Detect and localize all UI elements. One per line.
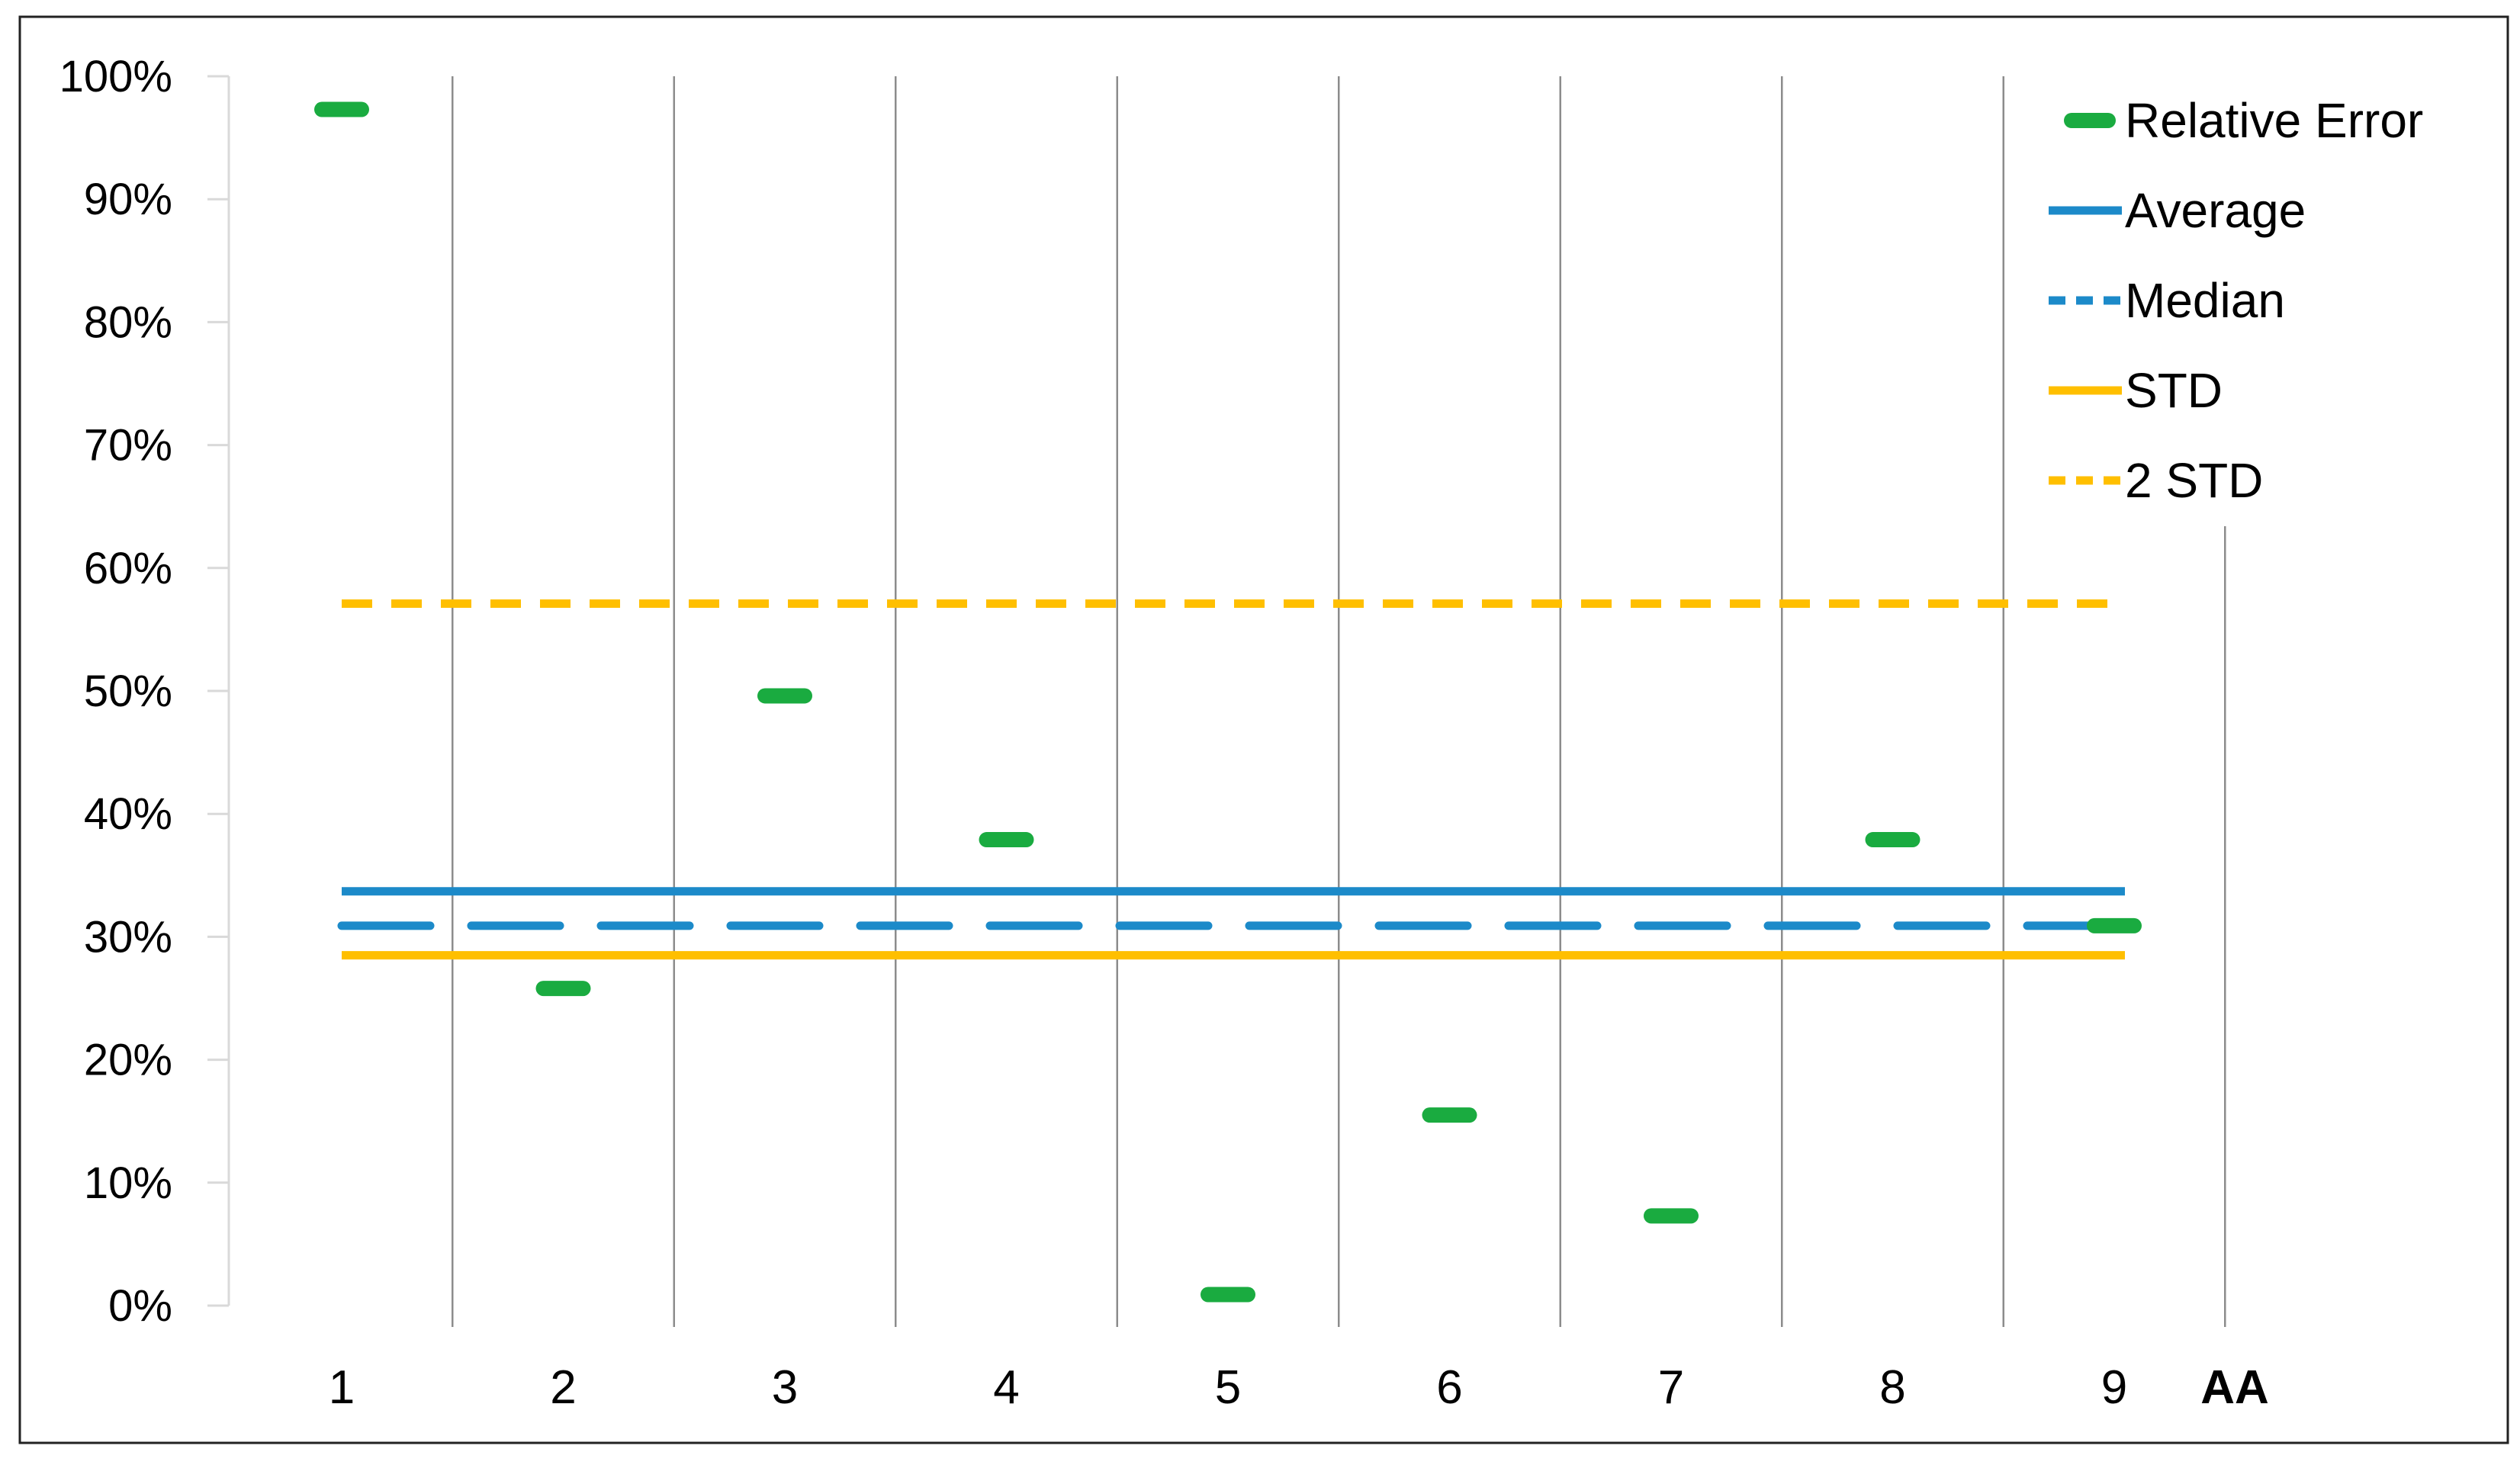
- relative-error-markers: [314, 101, 2142, 1303]
- y-tick-label: 50%: [84, 667, 172, 716]
- y-tick-label: 90%: [84, 175, 172, 224]
- legend-label: Relative Error: [2125, 93, 2423, 148]
- y-tick-label: 30%: [84, 912, 172, 962]
- x-tick-label: 3: [772, 1361, 798, 1414]
- y-tick-label: 60%: [84, 544, 172, 593]
- y-tick-label: 100%: [59, 52, 172, 101]
- y-tick-label: 0%: [108, 1281, 172, 1331]
- series-lines: [337, 599, 2129, 960]
- legend-label: Average: [2125, 183, 2306, 238]
- y-axis-tick-labels: 0% 10% 20% 30% 40% 50% 60% 70% 80% 90% 100%: [59, 52, 229, 1331]
- x-tick-label: 8: [1879, 1361, 1905, 1414]
- y-tick-label: 10%: [84, 1158, 172, 1208]
- x-tick-label: 6: [1436, 1361, 1462, 1414]
- x-tick-label: 2: [550, 1361, 576, 1414]
- x-tick-label: 7: [1658, 1361, 1684, 1414]
- legend-label: STD: [2125, 363, 2223, 418]
- x-tick-label: 4: [993, 1361, 1019, 1414]
- x-tick-label: AA: [2200, 1361, 2269, 1414]
- y-tick-label: 20%: [84, 1036, 172, 1085]
- y-tick-label: 70%: [84, 421, 172, 471]
- vertical-gridlines: [452, 76, 2226, 1327]
- x-tick-label: 9: [2101, 1361, 2127, 1414]
- y-tick-label: 40%: [84, 789, 172, 839]
- legend: Relative Error Average Median STD 2 STD: [2049, 93, 2423, 508]
- y-tick-label: 80%: [84, 297, 172, 347]
- chart-border: [18, 15, 2509, 1444]
- legend-label: 2 STD: [2125, 453, 2263, 508]
- x-tick-label: 1: [329, 1361, 355, 1414]
- legend-label: Median: [2125, 273, 2285, 328]
- x-axis-tick-labels: 1 2 3 4 5 6 7 8 9 AA: [329, 1361, 2269, 1414]
- x-tick-label: 5: [1215, 1361, 1241, 1414]
